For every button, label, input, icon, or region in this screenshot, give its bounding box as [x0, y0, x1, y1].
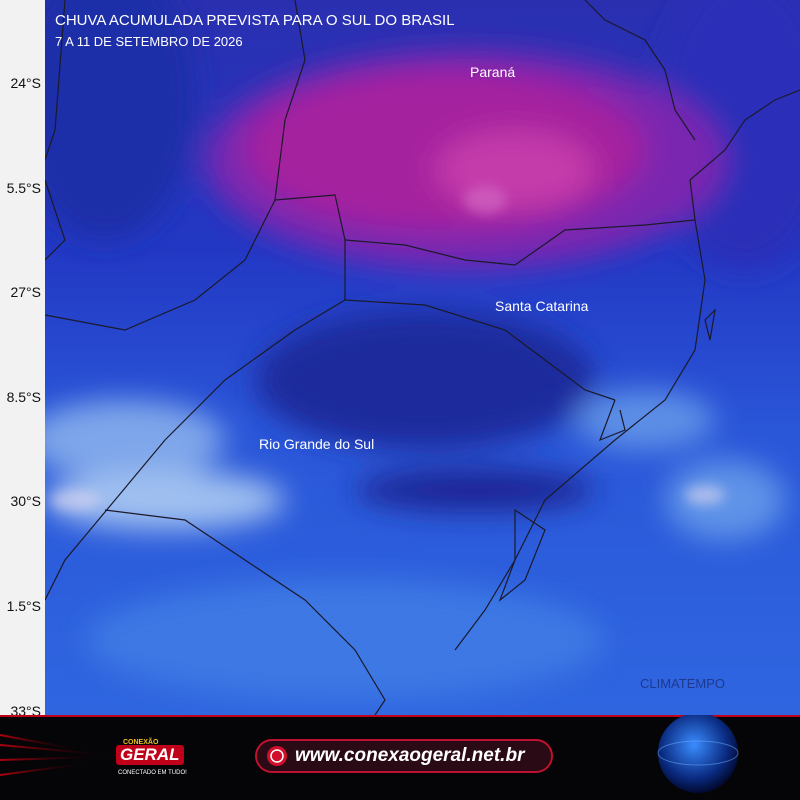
latitude-label: 30°S: [10, 493, 41, 510]
website-url: www.conexaogeral.net.br: [295, 745, 525, 766]
logo-main: GERAL: [116, 745, 184, 765]
latitude-axis: 24°S 5.5°S 27°S 8.5°S 30°S 1.5°S 33°S: [0, 0, 46, 715]
logo-tagline: CONECTADO EM TUDO!: [118, 770, 187, 776]
latitude-label: 5.5°S: [6, 179, 41, 196]
region-label: Santa Catarina: [495, 298, 589, 314]
region-label: Paraná: [470, 64, 516, 80]
map-title: CHUVA ACUMULADA PREVISTA PARA O SUL DO B…: [55, 12, 455, 29]
logo-top: CONEXÃO: [123, 739, 159, 746]
latitude-label: 27°S: [10, 284, 41, 301]
map: CHUVA ACUMULADA PREVISTA PARA O SUL DO B…: [45, 0, 800, 715]
rain-map: [45, 0, 800, 715]
map-subtitle: 7 A 11 DE SETEMBRO DE 2026: [55, 34, 243, 49]
latitude-label: 24°S: [10, 75, 41, 91]
footer: CONEXÃO GERAL CONECTADO EM TUDO! www.con…: [0, 715, 800, 800]
watermark: CLIMATEMPO: [640, 676, 725, 691]
region-label: Rio Grande do Sul: [259, 436, 375, 452]
latitude-label: 8.5°S: [6, 388, 41, 405]
latitude-label: 1.5°S: [6, 598, 41, 614]
latitude-label: 33°S: [10, 702, 41, 715]
